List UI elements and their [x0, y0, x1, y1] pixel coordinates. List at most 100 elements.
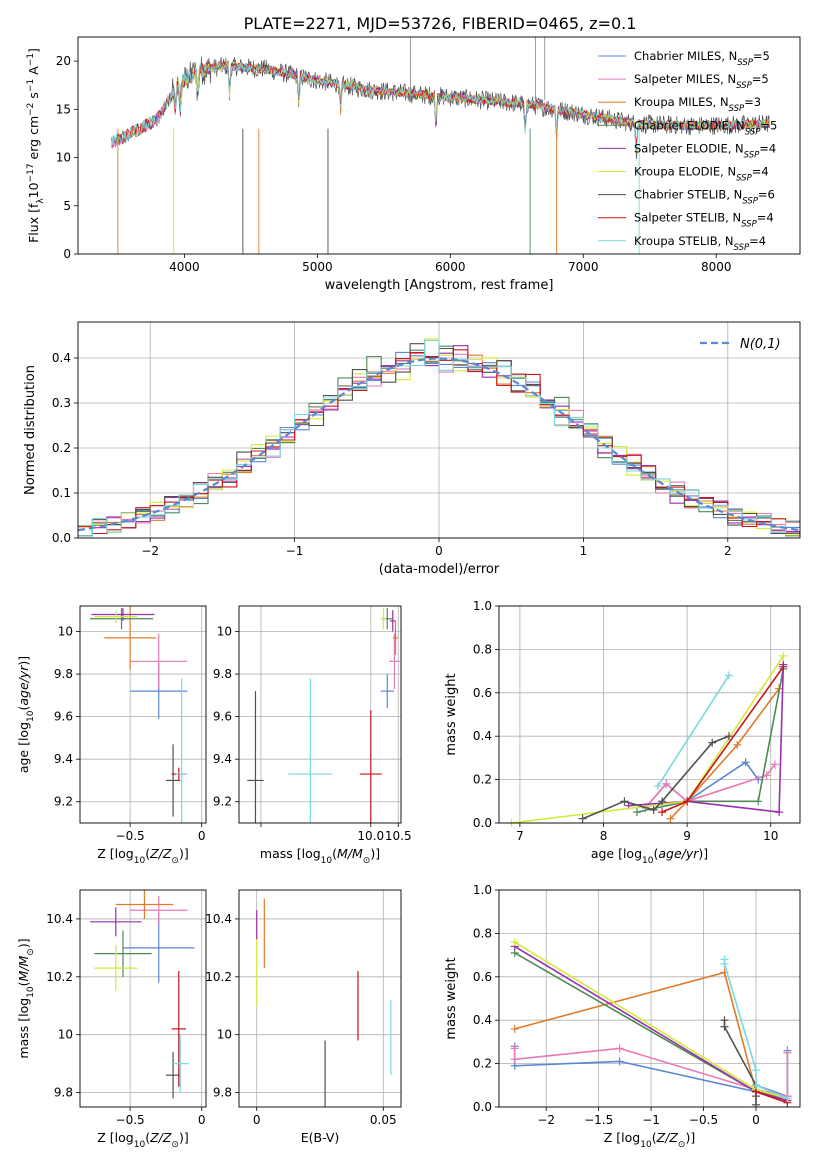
- legend-label: Chabrier STELIB, NSSP=6: [634, 188, 775, 207]
- mass_vs_ebv-x-label: E(B-V): [301, 1130, 340, 1145]
- x-tick-label: −1: [286, 544, 304, 558]
- label-part: s: [26, 92, 41, 103]
- label-part: 10: [26, 986, 36, 998]
- label-part: ⊙: [26, 948, 36, 956]
- axes-frame: [79, 605, 207, 824]
- label-part: −1: [26, 53, 36, 66]
- label-part: (: [16, 706, 31, 711]
- x-tick-label: 0.05: [370, 1113, 397, 1127]
- label-part: M/M: [337, 846, 363, 861]
- label-part: −1: [26, 79, 36, 92]
- y-tick-label: 10: [58, 625, 73, 639]
- x-tick-label: −0.5: [116, 829, 145, 843]
- reference-legend-label: N(0,1): [740, 337, 781, 352]
- mass-weight-line-8: [657, 674, 730, 787]
- legend-label-sub: SSP: [734, 243, 750, 253]
- x-tick-label: −0.5: [116, 1113, 145, 1127]
- x-tick-label: 6000: [435, 260, 466, 274]
- legend-label-sub: SSP: [737, 58, 753, 68]
- legend-label-main: Salpeter MILES, N: [634, 72, 736, 86]
- y-tick-label: 9.2: [54, 795, 73, 809]
- y-tick-label: 0.6: [473, 970, 492, 984]
- residual-histogram-8: [78, 339, 800, 537]
- axes-mass_vs_Z: −0.5 0 9.8 10 10.2 10.4: [46, 890, 206, 1127]
- massweight_vs_Z-x-label: Z [log10(Z/Z⊙)]: [604, 1130, 695, 1150]
- mass-weight-line-6: [582, 735, 730, 820]
- normal-reference-curve: [78, 357, 800, 532]
- legend-label: Chabrier ELODIE, NSSP=5: [634, 118, 777, 137]
- legend-label-tail: =5: [753, 49, 770, 63]
- mass_vs_Z-x-label: Z [log10(Z/Z⊙)]: [97, 1130, 188, 1150]
- label-part: ]: [26, 48, 41, 53]
- y-tick-label: 1.0: [473, 599, 492, 613]
- label-part: 10: [321, 856, 333, 866]
- x-tick-label: 10: [763, 829, 778, 843]
- label-part: age [log: [591, 846, 642, 861]
- axes-frame: [238, 889, 402, 1108]
- legend-label-tail: =4: [749, 234, 766, 248]
- spectrum-x-label: wavelength [Angstrom, rest frame]: [325, 278, 554, 293]
- y-tick-label: 10: [217, 1028, 232, 1042]
- label-part: ⊙: [171, 856, 179, 866]
- axes-mass_vs_ebv: 0 0.05 9.8 10 10.2 10.4: [205, 890, 401, 1127]
- y-tick-label: 0.0: [473, 816, 492, 830]
- y-tick-label: 9.8: [213, 1086, 232, 1100]
- label-part: A: [26, 66, 41, 79]
- legend-label-tail: =3: [744, 95, 761, 109]
- y-tick-label: 9.8: [54, 1086, 73, 1100]
- y-tick-label: 0.2: [52, 441, 71, 455]
- legend-label-sub: SSP: [742, 197, 758, 207]
- y-tick-label: 0.8: [473, 926, 492, 940]
- y-tick-label: 9.4: [54, 752, 73, 766]
- label-part: (: [332, 846, 337, 861]
- y-tick-label: 9.6: [213, 710, 232, 724]
- y-tick-label: 0.0: [473, 1100, 492, 1114]
- y-tick-label: 15: [56, 102, 71, 116]
- legend-label-main: Salpeter ELODIE, N: [634, 141, 744, 155]
- x-tick-label: −0.5: [689, 1113, 718, 1127]
- label-part: λ: [36, 198, 46, 204]
- y-tick-label: 5: [63, 199, 71, 213]
- label-part: (: [145, 846, 150, 861]
- label-part: (: [652, 1130, 657, 1145]
- label-part: )]: [16, 656, 31, 666]
- mass-weight-line-5: [511, 655, 784, 823]
- x-tick-label: 0: [435, 544, 443, 558]
- label-part: )]: [179, 1130, 189, 1145]
- x-tick-label: 8: [600, 829, 608, 843]
- x-tick-label: 7000: [568, 260, 599, 274]
- massweight_vs_Z-y-label: mass weight: [444, 957, 459, 1039]
- label-part: erg cm: [26, 116, 41, 164]
- label-part: 10: [26, 182, 41, 198]
- x-tick-label: 0: [752, 1113, 760, 1127]
- label-part: ⊙: [363, 856, 371, 866]
- legend-label-main: Kroupa MILES, N: [634, 95, 729, 109]
- mass_vs_Z-y-label: mass [log10(M/M⊙)]: [16, 938, 36, 1058]
- label-part: )]: [16, 938, 31, 948]
- y-tick-label: 0.2: [473, 1057, 492, 1071]
- y-tick-label: 0.1: [52, 486, 71, 500]
- legend-label: Kroupa MILES, NSSP=3: [634, 95, 761, 114]
- label-part: Z [log: [604, 1130, 640, 1145]
- label-part: )]: [179, 846, 189, 861]
- spectrum-y-label: Flux [fλ10−17 erg cm−2 s−1 A−1]: [26, 48, 46, 243]
- axes-spectrum: 4000 5000 6000 7000 8000 0 5 10 15 20: [56, 54, 732, 274]
- residuals-y-label: Normed distribution: [23, 365, 38, 495]
- mass-weight-line-4: [628, 664, 785, 813]
- x-tick-label: 0: [253, 1113, 261, 1127]
- axes-massweight_vs_age: 7 8 9 10 0.0 0.2 0.4 0.6 0.8 1.0: [473, 599, 800, 843]
- massweight_vs_age-x-label: age [log10(age/yr)]: [591, 846, 708, 866]
- axes-frame: [79, 889, 207, 1108]
- legend-label-tail: =5: [752, 72, 769, 86]
- label-part: ⊙: [678, 1140, 686, 1150]
- legend-label-main: Kroupa STELIB, N: [634, 234, 734, 248]
- legend-label-tail: =4: [752, 165, 769, 179]
- legend-label: Salpeter STELIB, NSSP=4: [634, 211, 774, 230]
- legend-label: Kroupa ELODIE, NSSP=4: [634, 165, 769, 184]
- label-part: Z/Z: [149, 1130, 172, 1145]
- x-tick-label: −1: [642, 1113, 660, 1127]
- y-tick-label: 9.4: [213, 752, 232, 766]
- y-tick-label: 0.3: [52, 396, 71, 410]
- label-part: age/yr: [16, 665, 31, 706]
